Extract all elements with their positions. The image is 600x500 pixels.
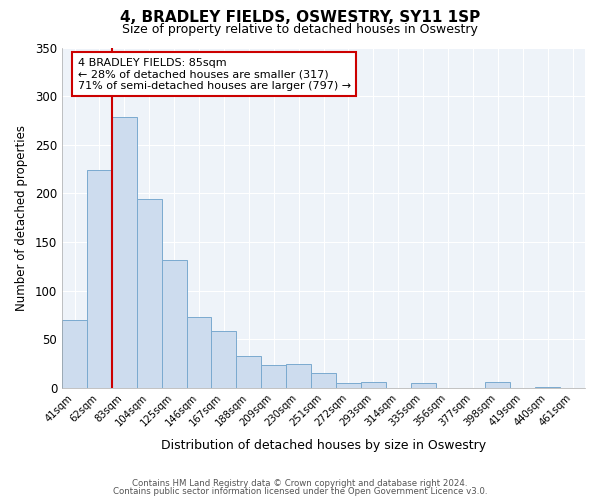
Bar	[286, 364, 311, 388]
X-axis label: Distribution of detached houses by size in Oswestry: Distribution of detached houses by size …	[161, 440, 486, 452]
Bar	[261, 364, 286, 388]
Text: Contains HM Land Registry data © Crown copyright and database right 2024.: Contains HM Land Registry data © Crown c…	[132, 478, 468, 488]
Bar	[161, 260, 187, 388]
Text: Size of property relative to detached houses in Oswestry: Size of property relative to detached ho…	[122, 22, 478, 36]
Bar	[211, 332, 236, 388]
Bar	[62, 320, 87, 388]
Text: 4, BRADLEY FIELDS, OSWESTRY, SY11 1SP: 4, BRADLEY FIELDS, OSWESTRY, SY11 1SP	[120, 10, 480, 25]
Bar	[535, 387, 560, 388]
Y-axis label: Number of detached properties: Number of detached properties	[15, 124, 28, 310]
Text: 4 BRADLEY FIELDS: 85sqm
← 28% of detached houses are smaller (317)
71% of semi-d: 4 BRADLEY FIELDS: 85sqm ← 28% of detache…	[78, 58, 351, 91]
Bar	[112, 116, 137, 388]
Bar	[336, 383, 361, 388]
Bar	[485, 382, 510, 388]
Text: Contains public sector information licensed under the Open Government Licence v3: Contains public sector information licen…	[113, 487, 487, 496]
Bar	[187, 317, 211, 388]
Bar	[361, 382, 386, 388]
Bar	[87, 170, 112, 388]
Bar	[410, 383, 436, 388]
Bar	[311, 374, 336, 388]
Bar	[137, 199, 161, 388]
Bar	[236, 356, 261, 388]
